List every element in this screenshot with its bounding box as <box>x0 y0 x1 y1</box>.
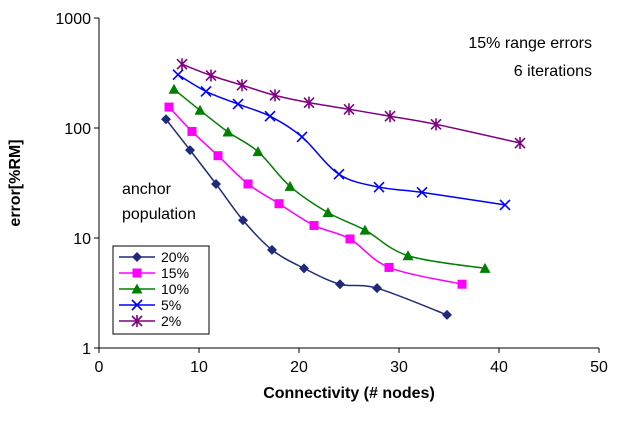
x-axis-title: Connectivity (# nodes) <box>263 385 435 402</box>
legend-item: 20% <box>119 249 189 265</box>
data-point <box>252 146 264 157</box>
data-point <box>309 220 319 230</box>
y-tick-label: 10 <box>73 231 91 248</box>
data-point <box>243 179 253 189</box>
data-point <box>479 262 491 273</box>
data-point <box>284 180 296 191</box>
data-point <box>514 137 526 150</box>
annotation-range-errors: 15% range errors <box>468 35 592 52</box>
series-10pct <box>168 83 491 273</box>
data-point <box>373 181 385 193</box>
legend-label: 15% <box>161 265 189 281</box>
series-20pct <box>161 114 452 320</box>
legend-item: 5% <box>119 297 181 313</box>
data-point <box>185 145 195 156</box>
data-point <box>343 103 355 116</box>
axes <box>98 18 599 349</box>
x-tick-label: 30 <box>390 359 408 376</box>
legend-marker <box>131 315 143 327</box>
data-point <box>296 131 308 143</box>
y-tick-label: 100 <box>64 121 91 138</box>
data-point <box>359 224 371 235</box>
x-tick-label: 50 <box>590 359 608 376</box>
legend-marker <box>132 268 142 278</box>
data-point <box>335 279 345 290</box>
data-point <box>267 244 277 255</box>
y-tick-label: 1000 <box>55 11 91 28</box>
legend-item: 15% <box>119 265 189 281</box>
data-point <box>161 114 171 125</box>
series-5pct <box>172 69 511 211</box>
legend-item: 2% <box>119 313 181 329</box>
data-point <box>205 69 217 82</box>
data-point <box>303 96 315 109</box>
legend-label: 20% <box>161 249 189 265</box>
data-point <box>430 118 442 131</box>
data-point <box>322 207 334 218</box>
data-point <box>211 178 221 189</box>
y-axis-title: error[%RM] <box>7 139 24 226</box>
annotation-anchor: anchor <box>122 181 172 198</box>
data-point <box>499 199 511 211</box>
legend-box <box>112 245 210 335</box>
legend-item: 10% <box>119 281 189 297</box>
data-point <box>457 279 467 289</box>
legend-marker <box>132 252 142 262</box>
data-point <box>238 215 248 226</box>
data-point <box>232 98 244 110</box>
data-point <box>345 234 355 244</box>
data-point <box>384 110 396 123</box>
data-point <box>222 126 234 137</box>
data-point <box>200 85 212 97</box>
series-line <box>177 74 506 206</box>
data-point <box>299 263 309 274</box>
legend-marker <box>131 299 143 311</box>
data-point <box>172 69 184 81</box>
x-tick-label: 10 <box>190 359 208 376</box>
data-point <box>194 104 206 115</box>
annotation-iterations: 6 iterations <box>514 63 592 80</box>
x-tick-label: 20 <box>290 359 308 376</box>
data-point <box>333 168 345 180</box>
data-point <box>213 151 223 161</box>
legend-marker <box>131 283 143 294</box>
data-point <box>372 283 382 294</box>
data-point <box>384 262 394 272</box>
legend-label: 2% <box>161 313 181 329</box>
x-tick-label: 0 <box>95 359 104 376</box>
legend-label: 5% <box>161 297 181 313</box>
x-tick-label: 40 <box>490 359 508 376</box>
y-tick-label: 1 <box>82 341 91 358</box>
ticks: 0 10 20 30 40 50 1 10 100 1000 <box>55 11 608 376</box>
series-line <box>173 88 486 270</box>
data-point <box>269 89 281 102</box>
data-point <box>264 110 276 122</box>
data-point <box>402 250 414 261</box>
legend-label: 10% <box>161 281 189 297</box>
data-point <box>168 83 180 94</box>
data-point <box>442 309 452 320</box>
data-point <box>236 79 248 92</box>
series-layer <box>161 58 526 320</box>
data-point <box>274 199 284 209</box>
series-2pct <box>176 58 526 150</box>
series-15pct <box>164 102 467 289</box>
data-point <box>176 58 188 71</box>
series-line <box>181 63 521 144</box>
data-point <box>416 186 428 198</box>
data-point <box>187 126 197 136</box>
data-point <box>164 102 174 112</box>
legend: 20%15%10%5%2% <box>112 245 210 335</box>
annotation-population: population <box>122 206 196 223</box>
